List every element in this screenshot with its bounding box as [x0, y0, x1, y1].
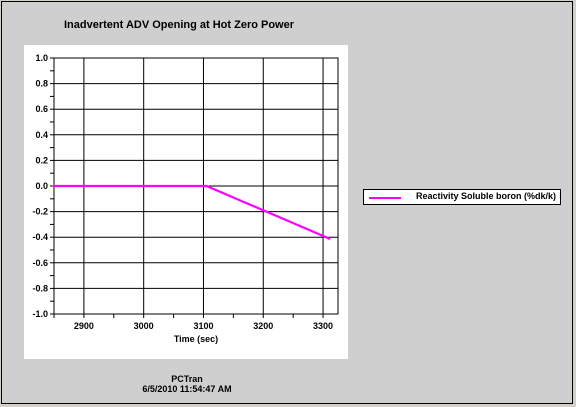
chart-title: Inadvertent ADV Opening at Hot Zero Powe… — [64, 19, 295, 31]
x-tick-label: 3300 — [313, 321, 333, 331]
y-tick-label: 0.2 — [35, 155, 48, 165]
footer: PCTran 6/5/2010 11:54:47 AM — [112, 374, 262, 394]
footer-app-name: PCTran — [171, 374, 203, 384]
y-tick-label: -0.6 — [32, 258, 48, 268]
y-tick-label: 0.8 — [35, 79, 48, 89]
line-chart: 1.0 0.8 0.6 0.4 0.2 0.0 -0.2 -0.4 -0.6 -0.8 -1.0 29… — [32, 53, 339, 344]
y-tick-label: 1.0 — [35, 53, 48, 63]
y-tick-label: -0.8 — [32, 283, 48, 293]
y-tick-label: -1.0 — [32, 309, 48, 319]
legend-label: Reactivity Soluble boron (%dk/k) — [415, 191, 556, 201]
x-tick-label: 3000 — [134, 321, 154, 331]
series-point — [52, 184, 56, 188]
y-tick-label: -0.4 — [32, 232, 48, 242]
plot-panel: 1.0 0.8 0.6 0.4 0.2 0.0 -0.2 -0.4 -0.6 -0.8 -1.0 29… — [24, 45, 348, 359]
series-point — [205, 184, 208, 188]
series-point — [327, 237, 331, 240]
y-tick-label: 0.0 — [35, 181, 48, 191]
x-tick-label: 3100 — [193, 321, 213, 331]
x-tick-label: 3200 — [253, 321, 273, 331]
series-line — [54, 184, 330, 240]
legend-line-swatch — [369, 197, 401, 199]
y-tick-label: 0.6 — [35, 104, 48, 114]
y-tick-label: 0.4 — [35, 130, 48, 140]
y-tick-label: -0.2 — [32, 207, 48, 217]
series-point — [142, 184, 145, 188]
footer-timestamp: 6/5/2010 11:54:47 AM — [142, 384, 232, 394]
legend: Reactivity Soluble boron (%dk/k) — [363, 189, 561, 205]
x-tick-label: 2900 — [74, 321, 94, 331]
x-axis-label: Time (sec) — [174, 334, 218, 344]
